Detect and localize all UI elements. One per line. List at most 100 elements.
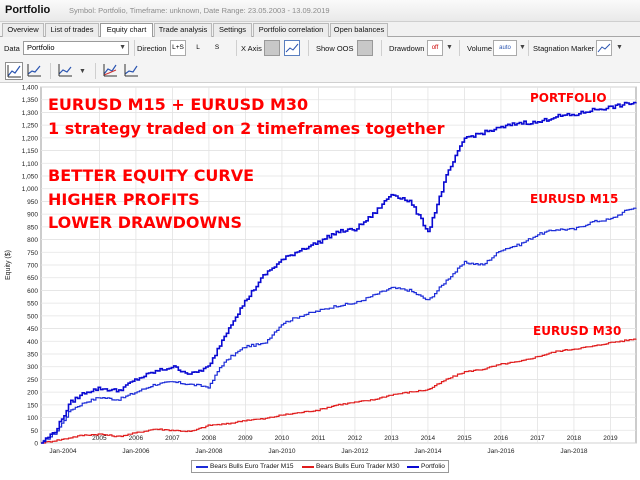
trend-chart-icon-graphic xyxy=(124,64,138,77)
x-tick-label: Jan-2006 xyxy=(122,448,149,455)
y-tick-label: 0 xyxy=(34,441,38,448)
y-tick-label: 250 xyxy=(27,377,38,384)
year-tick-label: 2013 xyxy=(384,435,399,442)
y-tick-label: 1,150 xyxy=(22,148,39,155)
y-tick-label: 1,300 xyxy=(22,110,39,117)
chart-type-icon[interactable] xyxy=(57,62,75,80)
tab-list-of-trades[interactable]: List of trades xyxy=(45,23,99,37)
y-tick-label: 450 xyxy=(27,326,38,333)
series-line-bears-bulls-euro-trader-m15 xyxy=(41,207,637,444)
x-tick-label: Jan-2008 xyxy=(195,448,222,455)
separator xyxy=(236,40,237,56)
direction-ls-button[interactable]: L+S xyxy=(170,40,186,56)
y-tick-label: 200 xyxy=(27,390,38,397)
year-tick-label: 2008 xyxy=(202,435,217,442)
data-label: Data xyxy=(4,44,20,53)
y-tick-label: 950 xyxy=(27,199,38,206)
y-tick-label: 850 xyxy=(27,224,38,231)
legend-swatch-portfolio xyxy=(407,466,419,468)
y-tick-label: 600 xyxy=(27,288,38,295)
y-tick-label: 500 xyxy=(27,313,38,320)
x-tick-label: Jan-2010 xyxy=(268,448,295,455)
separator xyxy=(308,40,309,56)
tab-open-balances[interactable]: Open balances xyxy=(330,23,388,37)
x-tick-label: Jan-2016 xyxy=(487,448,514,455)
equity-chart-icon-graphic xyxy=(7,65,21,78)
year-tick-label: 2019 xyxy=(603,435,618,442)
y-tick-label: 100 xyxy=(27,415,38,422)
app-title: Portfolio xyxy=(5,4,51,16)
year-tick-label: 2007 xyxy=(165,435,180,442)
equity-chart-icon[interactable] xyxy=(5,62,23,80)
xaxis-time-button[interactable] xyxy=(284,40,300,56)
toolbar: Data Portfolio ▼ Direction L+S L S X Axi… xyxy=(0,37,640,59)
separator xyxy=(528,40,529,56)
legend-swatch-m15 xyxy=(196,466,208,468)
legend-swatch-m30 xyxy=(302,466,314,468)
year-tick-label: 2009 xyxy=(238,435,253,442)
direction-label: Direction xyxy=(137,44,167,53)
drawdown-label: Drawdown xyxy=(389,44,425,53)
separator xyxy=(50,63,51,79)
year-tick-label: 2016 xyxy=(494,435,509,442)
y-tick-label: 700 xyxy=(27,263,38,270)
year-tick-label: 2017 xyxy=(530,435,545,442)
annotation-lower-drawdowns: LOWER DRAWDOWNS xyxy=(48,213,242,232)
stagnation-label: Stagnation Marker xyxy=(533,44,595,53)
chevron-down-icon[interactable]: ▼ xyxy=(79,68,86,75)
series-line-portfolio xyxy=(41,101,637,444)
chevron-down-icon[interactable]: ▼ xyxy=(519,44,526,51)
stagnation-toggle[interactable] xyxy=(596,40,612,56)
legend-item-m15: Bears Bulls Euro Trader M15 xyxy=(210,463,294,470)
volume-label: Volume xyxy=(467,44,493,53)
drawdown-toggle[interactable]: off xyxy=(427,40,443,56)
year-tick-label: 2014 xyxy=(421,435,436,442)
xaxis-trades-button[interactable] xyxy=(264,40,280,56)
tab-overview[interactable]: Overview xyxy=(2,23,44,37)
line-chart-icon-graphic xyxy=(27,64,41,77)
tab-portfolio-correlation[interactable]: Portfolio correlation xyxy=(253,23,329,37)
data-select-value: Portfolio xyxy=(27,43,55,52)
y-tick-label: 750 xyxy=(27,250,38,257)
tab-bar: Overview List of trades Equity chart Tra… xyxy=(0,22,640,38)
y-tick-label: 1,350 xyxy=(22,97,39,104)
tab-trade-analysis[interactable]: Trade analysis xyxy=(154,23,212,37)
multi-chart-icon[interactable] xyxy=(102,62,120,80)
y-tick-label: 300 xyxy=(27,364,38,371)
y-tick-label: 400 xyxy=(27,339,38,346)
data-select[interactable]: Portfolio ▼ xyxy=(23,41,129,55)
year-tick-label: 2012 xyxy=(348,435,363,442)
equity-chart: 0 50 100 150 200 250 300 350 400 450 500 550 600 650 7… xyxy=(0,83,640,480)
chart-legend: Bears Bulls Euro Trader M15 Bears Bulls … xyxy=(191,460,449,473)
chevron-down-icon[interactable]: ▼ xyxy=(616,44,623,51)
year-tick-label: 2011 xyxy=(311,435,325,442)
direction-l-button[interactable]: L xyxy=(196,44,200,51)
separator xyxy=(95,63,96,79)
y-tick-label: 550 xyxy=(27,301,38,308)
tab-settings[interactable]: Settings xyxy=(213,23,252,37)
tab-equity-chart[interactable]: Equity chart xyxy=(100,23,153,38)
series-label-m15: EURUSD M15 xyxy=(530,192,618,206)
chart-type-icon-graphic xyxy=(58,64,72,77)
x-tick-label: Jan-2018 xyxy=(560,448,587,455)
y-axis-label: Equity ($) xyxy=(5,250,12,280)
show-oos-toggle[interactable] xyxy=(357,40,373,56)
annotation-title: EURUSD M15 + EURUSD M30 xyxy=(48,95,308,114)
x-tick-label: Jan-2014 xyxy=(414,448,441,455)
y-tick-label: 1,200 xyxy=(22,135,39,142)
y-tick-label: 1,100 xyxy=(22,161,39,168)
series-label-portfolio: PORTFOLIO xyxy=(530,91,607,105)
year-tick-label: 2018 xyxy=(567,435,582,442)
title-bar: Portfolio Symbol: Portfolio, Timeframe: … xyxy=(0,0,640,22)
y-tick-label: 1,000 xyxy=(22,186,39,193)
trend-chart-icon[interactable] xyxy=(123,62,141,80)
chevron-down-icon[interactable]: ▼ xyxy=(446,44,453,51)
line-chart-icon[interactable] xyxy=(26,62,44,80)
y-tick-label: 650 xyxy=(27,275,38,282)
series-label-m30: EURUSD M30 xyxy=(533,324,621,338)
year-tick-label: 2006 xyxy=(129,435,144,442)
direction-s-button[interactable]: S xyxy=(214,44,220,51)
y-tick-label: 350 xyxy=(27,352,38,359)
volume-toggle[interactable]: auto xyxy=(493,40,517,56)
annotation-higher-profits: HIGHER PROFITS xyxy=(48,190,200,209)
